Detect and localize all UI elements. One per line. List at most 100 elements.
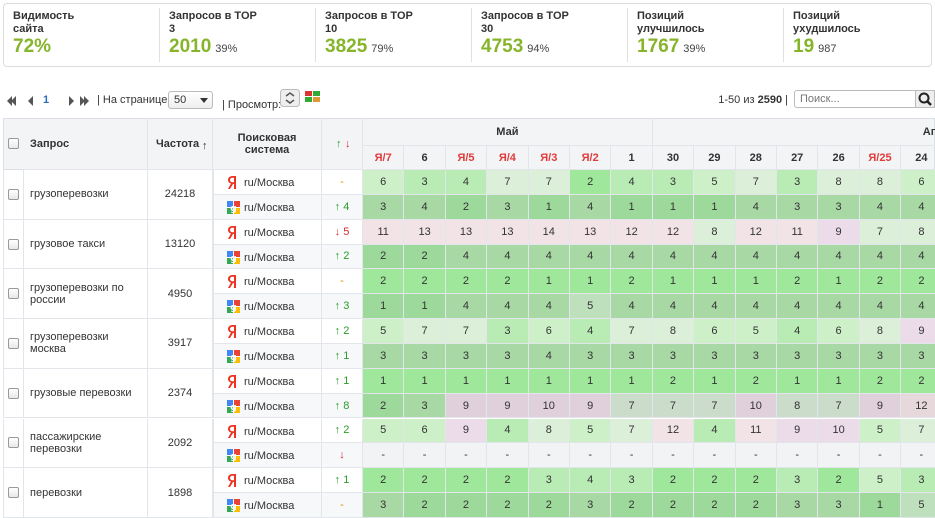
position-cell: 7 [611, 393, 653, 419]
position-cell: - [777, 443, 819, 469]
position-cell: 1 [777, 368, 819, 394]
stat-percent: 987 [818, 43, 837, 55]
position-cell: 4 [777, 319, 819, 344]
position-cell: 6 [818, 319, 860, 344]
engine-cell [213, 343, 322, 369]
position-cell: 2 [445, 468, 488, 494]
position-cell: 1 [694, 269, 736, 295]
checkbox[interactable] [8, 238, 19, 250]
position-cell: 2 [445, 269, 488, 295]
google-icon: g [227, 200, 240, 214]
position-cell: 4 [777, 244, 819, 270]
search-input[interactable] [794, 90, 916, 108]
row-border [3, 170, 24, 220]
position-cell: 2 [901, 368, 935, 394]
checkbox[interactable] [8, 337, 19, 349]
position-cell: 4 [487, 418, 529, 444]
position-cell: 9 [818, 219, 860, 245]
checkbox[interactable] [8, 437, 19, 449]
checkbox[interactable] [8, 188, 19, 200]
frequency: 13120 [148, 219, 213, 270]
position-change: ↑ 8 [322, 393, 363, 419]
svg-text:g: g [230, 254, 236, 264]
stat-value: 72% [13, 36, 52, 57]
query: пассажирские перевозки [24, 418, 148, 469]
position-cell: 2 [652, 368, 695, 394]
position-cell: 2 [404, 269, 446, 295]
date-header: Я/7 [363, 146, 405, 170]
date-header: 6 [404, 146, 446, 170]
position-cell: 4 [528, 343, 570, 369]
row-border [3, 319, 24, 369]
position-cell: 11 [777, 219, 819, 245]
yandex-icon [228, 474, 236, 488]
sort-arrow: ↑ [202, 140, 208, 152]
position-cell: 4 [445, 294, 488, 320]
position-cell: 3 [777, 493, 819, 518]
stat-value-row: 2010 39% [169, 36, 237, 58]
position-cell: 7 [487, 170, 529, 195]
region: ru/Москва [244, 301, 295, 314]
position-cell: 1 [528, 269, 570, 295]
date-header: 28 [735, 146, 777, 170]
region: ru/Москва [244, 177, 295, 189]
position-change: - [322, 170, 363, 195]
view-color-button[interactable] [305, 91, 321, 103]
position-cell: 4 [404, 194, 446, 220]
position-cell: 9 [487, 393, 529, 419]
checkbox[interactable] [8, 288, 19, 300]
position-cell: 5 [901, 493, 935, 518]
position-cell: 4 [611, 294, 653, 320]
position-cell: 4 [777, 294, 819, 320]
position-cell: 1 [859, 493, 902, 518]
position-cell: 1 [528, 194, 570, 220]
date-header: Я/3 [528, 146, 570, 170]
position-cell: 4 [901, 194, 935, 220]
checkbox[interactable] [8, 138, 19, 149]
stat-value: 1767 [637, 36, 680, 57]
position-cell: 13 [570, 219, 612, 245]
position-cell: 4 [570, 319, 612, 344]
region: ru/Москва [244, 201, 295, 214]
position-cell: 2 [859, 269, 902, 295]
query: грузоперевозки [24, 170, 148, 220]
position-cell: 2 [445, 493, 488, 518]
position-cell: 9 [445, 418, 488, 444]
yandex-icon [228, 325, 236, 339]
position-cell: 3 [652, 170, 695, 195]
stat-percent: 39% [683, 43, 706, 55]
position-cell: 9 [570, 393, 612, 419]
current-page[interactable]: 1 [43, 94, 50, 106]
position-cell: 3 [818, 194, 860, 220]
region: ru/Москва [244, 226, 295, 239]
per-page-select[interactable]: 50 [168, 91, 213, 109]
position-change: ↓ 5 [322, 219, 363, 245]
per-page-label: | На странице: [97, 94, 171, 106]
view-compact-button[interactable] [280, 89, 300, 107]
position-cell: 2 [528, 493, 570, 518]
card-divider [471, 8, 472, 62]
position-cell: 2 [487, 493, 529, 518]
position-cell: 5 [363, 418, 405, 444]
google-icon: g [227, 449, 240, 463]
header-frequency: Частота [148, 118, 213, 170]
position-cell: 2 [859, 368, 902, 394]
checkbox[interactable] [8, 487, 19, 499]
date-header: 24 [901, 146, 935, 170]
position-cell: 4 [818, 294, 860, 320]
separator: | [785, 94, 788, 106]
google-icon: g [227, 300, 240, 314]
positions-table: Запрос Частота Поисковая система ↑ ↑ ↓ Май Ап Я/… [0, 118, 935, 518]
checkbox[interactable] [8, 387, 19, 399]
position-cell: 4 [611, 244, 653, 270]
month-header: Ап [922, 126, 935, 138]
position-cell: 2 [735, 493, 777, 518]
position-change: ↑ 2 [322, 418, 363, 444]
search-button[interactable] [915, 90, 935, 108]
position-cell: 1 [445, 368, 488, 394]
svg-text:g: g [230, 353, 236, 363]
pager-controls[interactable] [6, 95, 91, 107]
position-cell: 3 [694, 343, 736, 369]
region: ru/Москва [244, 350, 295, 363]
position-cell: - [611, 443, 653, 469]
